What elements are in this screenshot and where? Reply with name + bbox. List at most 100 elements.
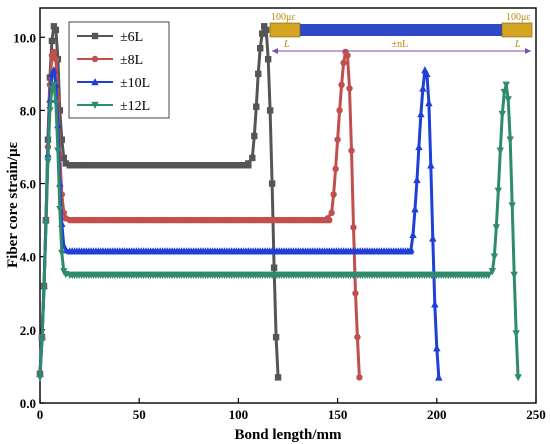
y-axis-ticks: 0.0 2.0 4.0 6.0 8.0 10.0	[13, 30, 45, 411]
legend-marker	[91, 55, 99, 63]
series-line	[38, 83, 520, 378]
series-marker	[427, 161, 435, 169]
y-axis-label: Fiber core strain/με	[5, 141, 21, 268]
series-marker	[435, 373, 443, 381]
series-marker	[52, 26, 60, 34]
x-axis-label: Bond length/mm	[234, 427, 342, 443]
series-marker	[50, 66, 58, 74]
legend-item: ±10L	[77, 76, 150, 91]
series-marker	[423, 69, 431, 78]
series-marker	[411, 205, 419, 213]
y-tick-label: 10.0	[13, 30, 36, 45]
series-marker	[500, 88, 508, 97]
legend-label: ±8L	[120, 53, 143, 68]
series-marker	[253, 103, 260, 110]
series-marker	[334, 136, 341, 143]
series-marker	[50, 48, 58, 56]
x-tick-label: 0	[37, 407, 44, 422]
series-marker	[348, 147, 355, 154]
legend-label: ±10L	[120, 76, 150, 91]
series-4	[36, 81, 522, 382]
series-marker	[326, 216, 333, 224]
series-marker	[52, 99, 60, 108]
series-marker	[58, 136, 66, 143]
x-tick-label: 100	[229, 407, 249, 422]
series-marker	[425, 99, 433, 107]
series-marker	[245, 162, 252, 169]
series-marker	[506, 136, 514, 144]
x-tick-label: 150	[328, 407, 348, 422]
x-tick-label: 50	[133, 407, 146, 422]
series-marker	[340, 59, 347, 67]
y-tick-label: 4.0	[20, 250, 36, 265]
series-marker	[60, 154, 68, 162]
series-marker	[417, 110, 425, 118]
inset-left-strain-label: 100με	[271, 12, 296, 23]
series-marker	[413, 175, 421, 184]
series-marker	[58, 249, 66, 258]
legend-item: ±6L	[77, 30, 143, 45]
series-marker	[406, 247, 414, 255]
series-marker	[262, 26, 270, 34]
series-3	[36, 66, 443, 381]
series-marker	[251, 132, 258, 140]
series-marker	[42, 220, 50, 228]
series-marker	[496, 147, 504, 155]
y-tick-label: 0.0	[20, 396, 36, 411]
series-marker	[332, 165, 339, 173]
series-marker	[346, 85, 353, 92]
series-marker	[255, 70, 262, 78]
series-marker	[433, 344, 441, 352]
series-marker	[490, 253, 499, 261]
series-marker	[268, 180, 276, 187]
series-marker	[272, 333, 280, 341]
series-marker	[50, 81, 58, 89]
series-marker	[54, 147, 62, 155]
series-marker	[249, 154, 256, 162]
series-marker	[330, 191, 337, 198]
inset-arrow-right	[525, 48, 531, 54]
series-marker	[270, 264, 278, 271]
series-layer	[36, 23, 522, 382]
series-marker	[38, 337, 46, 345]
series-marker	[56, 107, 64, 114]
series-marker	[514, 374, 522, 382]
series-marker	[415, 142, 423, 151]
legend-box	[68, 21, 170, 119]
series-marker	[510, 271, 518, 279]
series-marker	[36, 374, 44, 382]
y-tick-label: 2.0	[20, 323, 36, 338]
legend-marker	[91, 32, 99, 40]
legend: ±6L ±8L ±10L ±12L	[68, 21, 170, 119]
series-marker	[492, 224, 501, 232]
inset-right-segment	[501, 22, 533, 38]
series-marker	[46, 107, 54, 115]
x-tick-label: 200	[427, 407, 447, 422]
legend-label: ±6L	[120, 30, 143, 45]
series-marker	[274, 374, 282, 381]
series-marker	[494, 187, 503, 195]
inset-right-strain-label: 100με	[506, 12, 531, 23]
series-marker	[498, 110, 506, 119]
legend-item: ±12L	[77, 99, 150, 114]
inset-left-segment	[269, 22, 301, 38]
series-marker	[350, 224, 357, 231]
series-marker	[352, 290, 359, 297]
series-marker	[431, 300, 439, 308]
series-marker	[40, 286, 48, 294]
plot-frame	[39, 7, 537, 404]
series-marker	[354, 333, 361, 341]
series-marker	[257, 45, 264, 52]
legend-marker	[91, 101, 99, 109]
series-marker	[409, 230, 417, 238]
series-marker	[502, 81, 510, 89]
legend-marker	[91, 78, 99, 86]
x-tick-label: 250	[526, 407, 546, 422]
series-marker	[336, 107, 343, 114]
inset-left-length-label: L	[283, 39, 290, 50]
series-marker	[328, 209, 335, 217]
series-marker	[48, 37, 56, 45]
series-marker	[356, 374, 363, 381]
series-marker	[52, 56, 60, 63]
